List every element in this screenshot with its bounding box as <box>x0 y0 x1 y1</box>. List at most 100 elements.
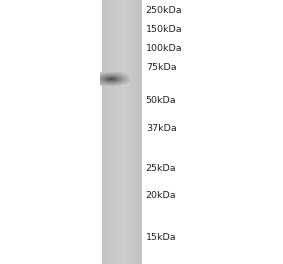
Bar <box>100 74 102 75</box>
Bar <box>109 75 110 76</box>
Bar <box>114 83 115 84</box>
Bar <box>120 79 121 80</box>
Bar <box>117 85 118 86</box>
Bar <box>118 73 119 74</box>
Bar <box>126 74 127 75</box>
Bar <box>129 82 130 83</box>
Bar <box>113 79 114 80</box>
Bar <box>128 72 129 73</box>
Bar <box>125 78 126 79</box>
Bar <box>122 79 123 80</box>
Bar <box>103 82 104 83</box>
Bar <box>103 81 104 82</box>
Bar <box>105 83 106 84</box>
Bar <box>105 80 106 81</box>
Bar <box>113 81 114 82</box>
Bar <box>126 80 127 81</box>
Bar <box>106 81 107 82</box>
Bar <box>108 78 109 79</box>
Bar <box>117 85 119 86</box>
Bar <box>122 80 123 81</box>
Bar <box>120 83 121 84</box>
Bar <box>112 73 113 74</box>
Text: 150kDa: 150kDa <box>146 25 182 34</box>
Text: 100kDa: 100kDa <box>146 44 182 53</box>
Bar <box>102 72 103 73</box>
Bar <box>106 85 108 86</box>
Bar <box>125 79 126 80</box>
Bar <box>116 0 117 264</box>
Bar <box>104 82 105 83</box>
Bar <box>120 74 121 75</box>
Bar <box>120 75 121 76</box>
Bar <box>117 79 118 80</box>
Bar <box>128 74 129 75</box>
Bar <box>125 85 126 86</box>
Bar <box>124 80 125 81</box>
Bar <box>108 83 109 84</box>
Bar <box>109 79 110 80</box>
Bar <box>120 85 121 86</box>
Bar <box>129 82 130 83</box>
Bar <box>106 85 107 86</box>
Bar <box>123 85 125 86</box>
Bar <box>108 80 109 81</box>
Bar <box>106 80 107 81</box>
Bar <box>123 80 125 81</box>
Bar <box>110 85 111 86</box>
Bar <box>117 86 119 87</box>
Bar <box>117 75 119 76</box>
Bar <box>119 83 120 84</box>
Bar <box>108 85 109 86</box>
Bar <box>125 78 126 79</box>
Bar <box>129 80 130 81</box>
Bar <box>110 82 111 83</box>
Bar <box>111 77 112 78</box>
Bar <box>129 76 130 77</box>
Bar <box>105 74 106 75</box>
Bar <box>113 77 114 78</box>
Bar <box>109 0 110 264</box>
Bar <box>104 77 105 78</box>
Bar <box>112 76 113 77</box>
Bar <box>112 78 113 79</box>
Bar <box>106 82 107 83</box>
Bar <box>127 80 128 81</box>
Bar <box>123 74 125 75</box>
Bar <box>108 75 109 76</box>
Bar <box>115 82 116 83</box>
Bar <box>117 80 119 81</box>
Bar <box>125 73 126 74</box>
Bar <box>110 86 111 87</box>
Bar <box>118 76 119 77</box>
Bar <box>106 83 107 84</box>
Bar <box>121 82 122 83</box>
Bar <box>106 72 108 73</box>
Bar <box>120 86 121 87</box>
Bar <box>121 85 122 86</box>
Bar <box>118 82 119 83</box>
Bar <box>109 77 110 78</box>
Text: 20kDa: 20kDa <box>146 191 176 200</box>
Bar <box>106 84 108 85</box>
Bar <box>101 81 102 82</box>
Bar <box>114 82 115 83</box>
Bar <box>104 72 105 73</box>
Bar <box>129 74 130 75</box>
Bar <box>119 72 120 73</box>
Bar <box>123 77 125 78</box>
Bar <box>104 82 105 83</box>
Bar <box>127 77 128 78</box>
Bar <box>101 77 102 78</box>
Bar <box>104 77 105 78</box>
Bar <box>103 82 104 83</box>
Bar <box>128 75 129 76</box>
Bar <box>123 77 125 78</box>
Bar <box>116 79 117 80</box>
Bar <box>118 80 119 81</box>
Bar <box>100 85 102 86</box>
Bar <box>109 81 110 82</box>
Bar <box>119 76 120 77</box>
Bar <box>116 82 117 83</box>
Bar <box>109 85 110 86</box>
